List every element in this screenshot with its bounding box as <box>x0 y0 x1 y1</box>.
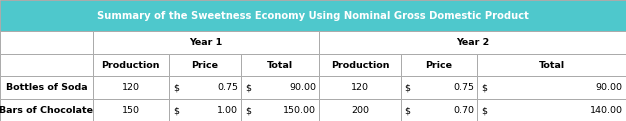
Bar <box>169 99 241 121</box>
Text: 90.00: 90.00 <box>289 83 316 92</box>
Text: Total: Total <box>538 60 565 70</box>
Text: Summary of the Sweetness Economy Using Nominal Gross Domestic Product: Summary of the Sweetness Economy Using N… <box>97 11 529 21</box>
Text: 1.00: 1.00 <box>217 106 238 115</box>
Bar <box>93 76 169 99</box>
Text: Bottles of Soda: Bottles of Soda <box>6 83 87 92</box>
Bar <box>477 99 626 121</box>
Bar <box>319 76 401 99</box>
Text: 150.00: 150.00 <box>283 106 316 115</box>
Bar <box>169 54 241 76</box>
Text: Production: Production <box>101 60 160 70</box>
Text: 0.70: 0.70 <box>453 106 474 115</box>
Bar <box>477 54 626 76</box>
Text: 140.00: 140.00 <box>590 106 623 115</box>
Text: $: $ <box>481 106 487 115</box>
Bar <box>169 76 241 99</box>
Bar <box>241 76 319 99</box>
Bar <box>241 99 319 121</box>
Bar <box>0 54 93 76</box>
Bar <box>93 31 319 54</box>
Bar <box>401 99 477 121</box>
Text: Production: Production <box>331 60 389 70</box>
Text: 150: 150 <box>122 106 140 115</box>
Text: Price: Price <box>425 60 453 70</box>
Text: 120: 120 <box>122 83 140 92</box>
Text: $: $ <box>481 83 487 92</box>
Text: 0.75: 0.75 <box>453 83 474 92</box>
Text: Price: Price <box>192 60 218 70</box>
Bar <box>401 54 477 76</box>
Bar <box>93 54 169 76</box>
Bar <box>0 76 93 99</box>
Text: $: $ <box>404 106 411 115</box>
Bar <box>477 76 626 99</box>
Bar <box>93 99 169 121</box>
Bar <box>319 31 626 54</box>
Bar <box>0 99 93 121</box>
Text: 200: 200 <box>351 106 369 115</box>
Text: Year 1: Year 1 <box>189 38 223 47</box>
Bar <box>319 54 401 76</box>
Text: $: $ <box>173 83 179 92</box>
Text: $: $ <box>173 106 179 115</box>
Bar <box>0 31 93 54</box>
Text: 120: 120 <box>351 83 369 92</box>
Bar <box>0 0 626 31</box>
Text: $: $ <box>245 106 251 115</box>
Bar <box>319 99 401 121</box>
Text: Year 2: Year 2 <box>456 38 490 47</box>
Text: Bars of Chocolate: Bars of Chocolate <box>0 106 93 115</box>
Text: 0.75: 0.75 <box>217 83 238 92</box>
Text: $: $ <box>245 83 251 92</box>
Bar <box>401 76 477 99</box>
Text: $: $ <box>404 83 411 92</box>
Text: 90.00: 90.00 <box>596 83 623 92</box>
Bar <box>241 54 319 76</box>
Text: Total: Total <box>267 60 293 70</box>
